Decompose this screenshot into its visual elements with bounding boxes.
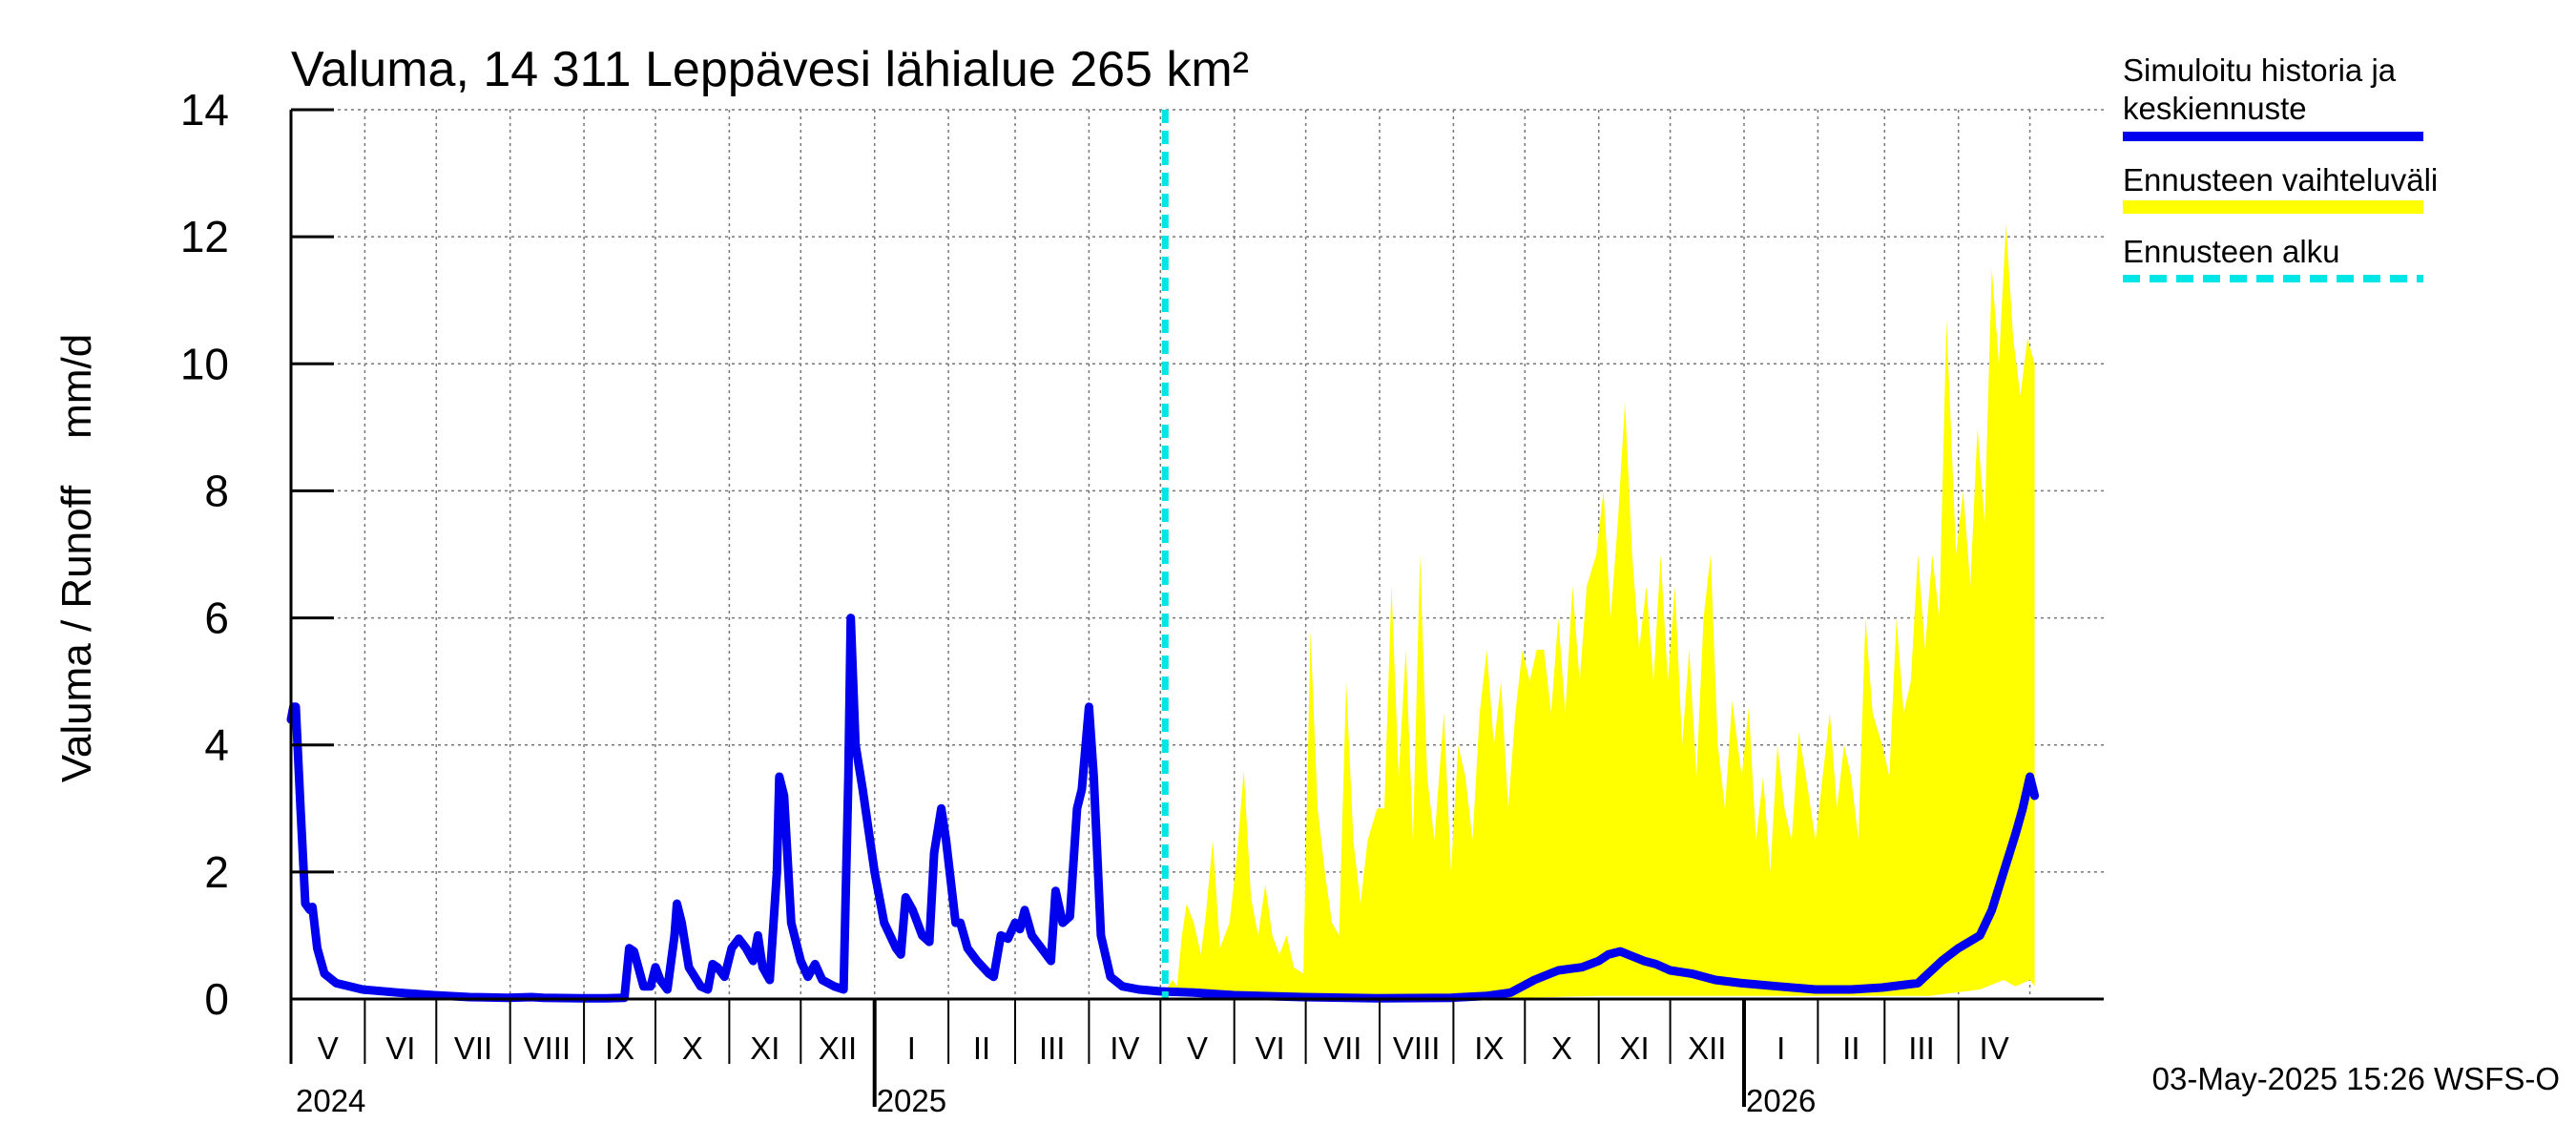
x-tick-label-month: II <box>973 1030 990 1066</box>
series-line-group <box>286 614 2040 1003</box>
x-tick-label-month: I <box>907 1030 916 1066</box>
x-tick-label-month: IX <box>605 1030 634 1066</box>
forecast-band-group <box>1165 223 2035 999</box>
x-tick-label-month: X <box>1551 1030 1572 1066</box>
x-tick-label-month: VIII <box>1393 1030 1441 1066</box>
y-tick-label: 0 <box>204 974 229 1024</box>
x-tick-label-month: III <box>1039 1030 1066 1066</box>
x-tick-label-month: IV <box>1980 1030 2009 1066</box>
x-tick-label-month: XI <box>750 1030 779 1066</box>
x-tick-label-month: VI <box>385 1030 415 1066</box>
grid <box>291 109 2104 999</box>
x-tick-label-year: 2026 <box>1746 1083 1816 1118</box>
y-tick-label: 14 <box>180 85 229 135</box>
x-tick-label-month: VII <box>1323 1030 1361 1066</box>
x-tick-label-month: VI <box>1256 1030 1285 1066</box>
y-tick-label: 8 <box>204 466 229 515</box>
x-tick-label-month: XII <box>819 1030 857 1066</box>
y-tick-label: 6 <box>204 593 229 643</box>
x-tick-label-month: XII <box>1688 1030 1726 1066</box>
y-tick-label: 4 <box>204 720 229 770</box>
y-axis-label: Valuma / Runoff mm/d <box>53 334 100 782</box>
legend-label-history-line1: Simuloitu historia ja <box>2123 52 2397 88</box>
x-tick-label-month: VIII <box>524 1030 571 1066</box>
y-ticks: 0 2 4 6 8 10 12 14 <box>180 85 334 1024</box>
legend-label-forecast-start: Ennusteen alku <box>2123 234 2340 269</box>
x-ticks: V VI VII VIII IX X XI XII I II III IV V VI VII VIII IX X X… <box>290 999 2009 1118</box>
legend-label-range: Ennusteen vaihteluväli <box>2123 162 2438 198</box>
x-tick-label-month: I <box>1776 1030 1785 1066</box>
chart-title: Valuma, 14 311 Leppävesi lähialue 265 km… <box>291 42 1249 97</box>
legend: Simuloitu historia ja keskiennuste Ennus… <box>2123 52 2438 282</box>
x-tick-label-month: V <box>1187 1030 1208 1066</box>
x-tick-label-month: IV <box>1110 1030 1139 1066</box>
x-tick-label-year: 2025 <box>877 1083 946 1118</box>
axes <box>289 110 2104 1064</box>
x-tick-label-month: XI <box>1620 1030 1650 1066</box>
y-tick-label: 10 <box>180 339 229 388</box>
y-tick-label: 2 <box>204 847 229 897</box>
x-tick-label-month: II <box>1842 1030 1859 1066</box>
x-tick-label-month: IX <box>1474 1030 1504 1066</box>
series-line-history <box>286 614 2040 1003</box>
x-tick-label-year: 2024 <box>296 1083 365 1118</box>
legend-label-history-line2: keskiennuste <box>2123 91 2307 126</box>
y-tick-label: 12 <box>180 212 229 261</box>
x-tick-label-month: V <box>318 1030 339 1066</box>
x-tick-label-month: III <box>1908 1030 1935 1066</box>
x-tick-label-month: VII <box>454 1030 492 1066</box>
x-tick-label-month: X <box>682 1030 703 1066</box>
forecast-range-band <box>1165 223 2035 999</box>
timestamp: 03-May-2025 15:26 WSFS-O <box>2152 1061 2560 1096</box>
